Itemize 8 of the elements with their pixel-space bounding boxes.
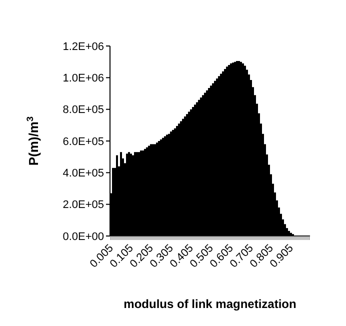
y-tick-label: 6.0E+05: [62, 136, 104, 148]
y-tick-label: 2.0E+05: [62, 199, 104, 212]
y-tick-label: 1.2E+06: [62, 40, 104, 53]
y-tick-label: 1.0E+06: [62, 72, 104, 85]
y-tick-label: 8.0E+05: [62, 104, 104, 116]
y-tick-label: 4.0E+05: [62, 168, 104, 180]
y-tick-label: 0.0E+00: [62, 230, 104, 243]
x-axis-title: modulus of link magnetization: [124, 297, 296, 311]
